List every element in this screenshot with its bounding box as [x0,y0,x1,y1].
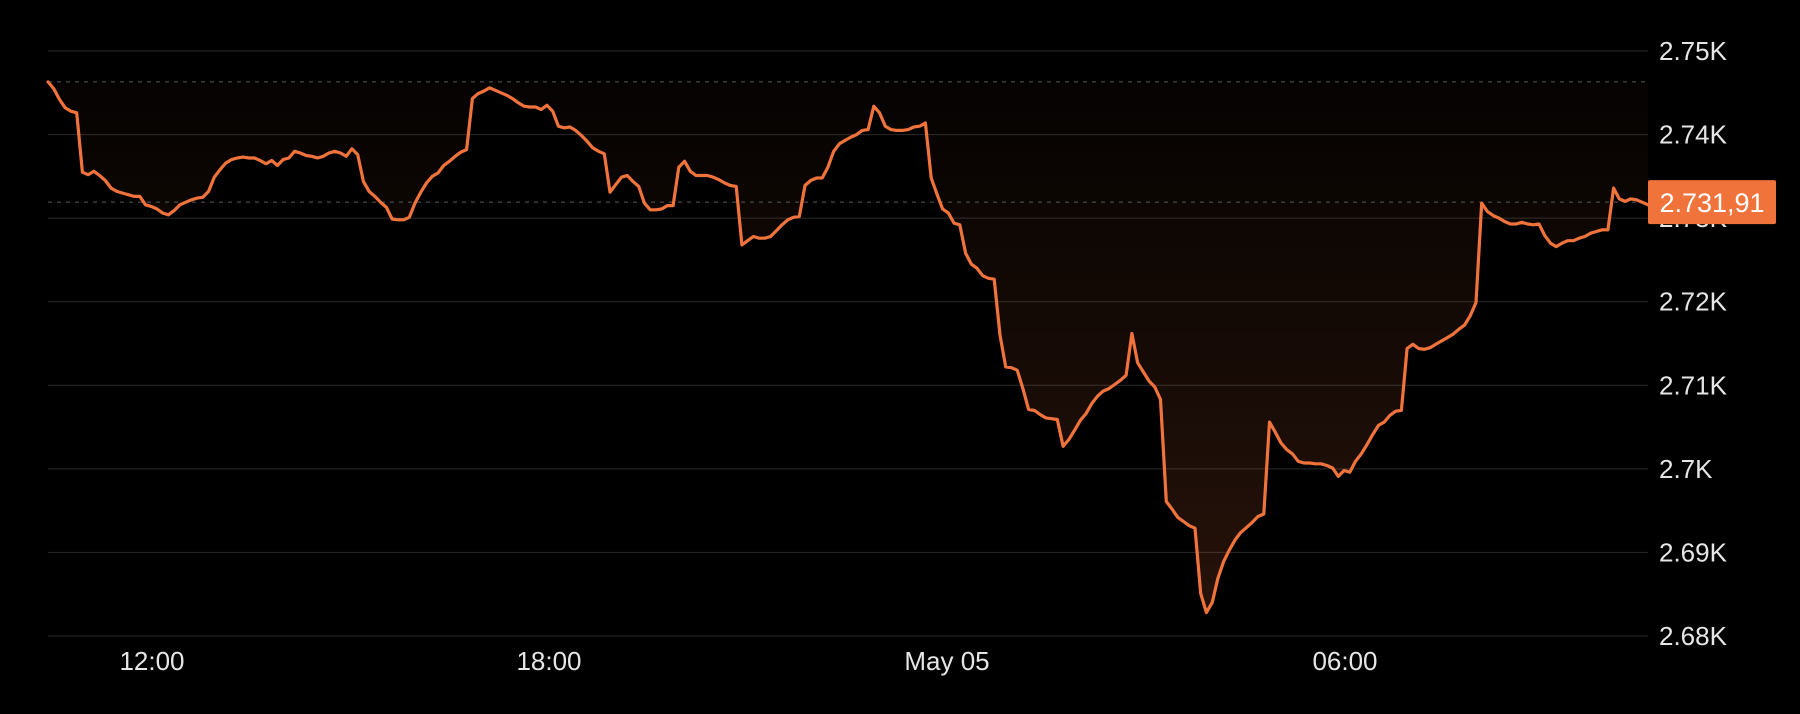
x-axis: 12:00 18:00 May 05 06:00 [119,646,1377,676]
current-price-badge-bg [1648,180,1776,225]
y-tick-label: 2.7K [1659,454,1713,484]
x-tick-label: 18:00 [516,646,581,676]
y-tick-label: 2.68K [1659,621,1728,651]
current-price-label: 2.731,91 [1659,188,1764,218]
y-tick-label: 2.71K [1659,370,1728,400]
y-tick-label: 2.69K [1659,537,1728,567]
area-fill [48,81,1648,613]
x-tick-label: 06:00 [1312,646,1377,676]
reference-lines [48,81,1648,203]
y-tick-label: 2.74K [1659,120,1728,150]
current-price-badge: 2.731,91 [1648,180,1776,225]
series-layer [46,80,1650,615]
y-tick-label: 2.72K [1659,287,1728,317]
x-tick-label: 12:00 [119,646,184,676]
series-line [46,80,1650,615]
x-tick-label: May 05 [904,646,989,676]
y-tick-label: 2.75K [1659,36,1728,66]
series-area [48,81,1648,613]
